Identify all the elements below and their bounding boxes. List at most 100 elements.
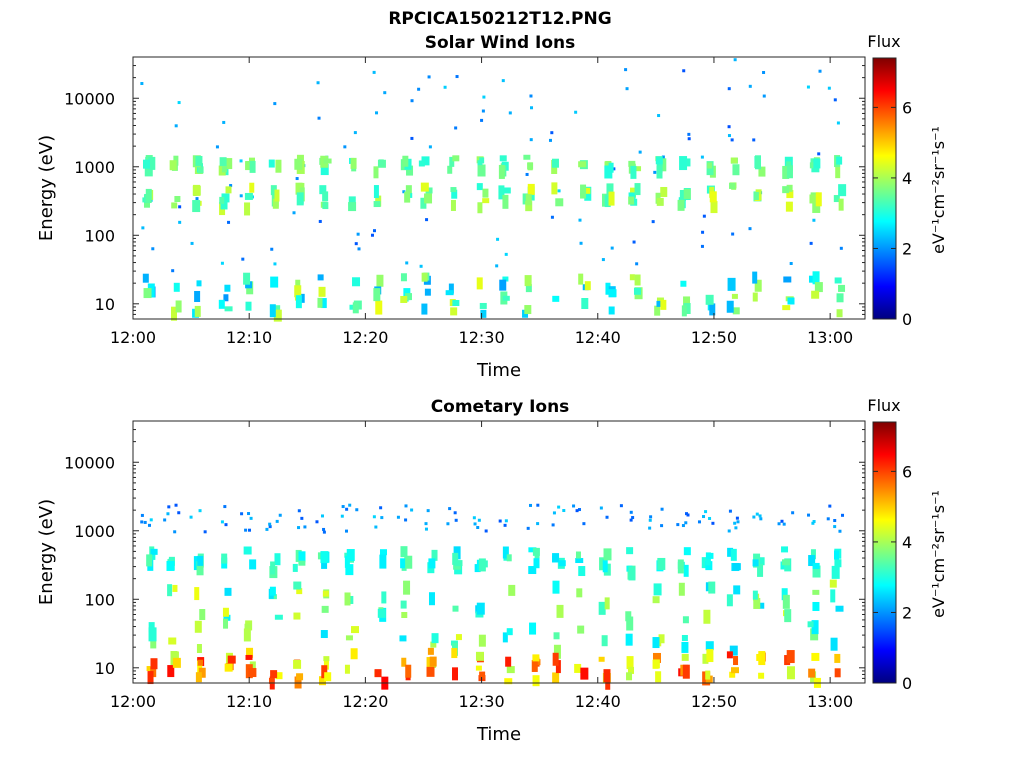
heatmap-cell: [315, 520, 319, 524]
heatmap-cell: [575, 551, 581, 559]
heatmap-cell: [727, 125, 731, 129]
y-axis-label: Energy (eV): [36, 135, 57, 241]
heatmap-cell: [584, 281, 591, 291]
heatmap-cell: [536, 522, 540, 526]
heatmap-cell: [190, 241, 194, 245]
heatmap-cell: [318, 676, 326, 686]
heatmap-cell: [704, 510, 708, 514]
heatmap-cell: [660, 186, 668, 197]
heatmap-cell: [628, 566, 636, 581]
heatmap-cell: [605, 160, 612, 167]
heatmap-cell: [426, 509, 430, 513]
heatmap-cell: [239, 159, 243, 163]
heatmap-cell: [748, 227, 752, 231]
heatmap-cell: [410, 508, 414, 512]
heatmap-cell: [633, 287, 641, 295]
heatmap-cell: [502, 546, 509, 559]
heatmap-cell: [654, 305, 661, 316]
heatmap-cell: [785, 201, 793, 212]
heatmap-cell: [224, 663, 233, 672]
heatmap-cell: [454, 560, 463, 567]
heatmap-cell: [626, 656, 634, 670]
colorbar-tick-label: 6: [902, 98, 912, 117]
heatmap-cell: [550, 215, 554, 219]
heatmap-cell: [298, 560, 306, 566]
y-axis-label: Energy (eV): [36, 499, 57, 605]
heatmap-cell: [424, 527, 428, 531]
heatmap-cell: [551, 182, 558, 195]
heatmap-cell: [303, 525, 307, 529]
heatmap-cell: [498, 164, 505, 179]
heatmap-cell: [736, 520, 740, 524]
heatmap-cell: [243, 546, 252, 555]
heatmap-cell: [224, 284, 231, 292]
heatmap-cell: [172, 657, 181, 668]
heatmap-cell: [657, 114, 661, 118]
heatmap-cell: [353, 131, 357, 135]
heatmap-cell: [835, 165, 841, 179]
heatmap-cell: [194, 620, 202, 633]
heatmap-cell: [727, 547, 734, 557]
heatmap-cell: [628, 160, 636, 167]
heatmap-cell: [196, 561, 204, 576]
heatmap-cell: [405, 664, 412, 678]
x-axis-label: Time: [476, 360, 521, 381]
heatmap-cell: [227, 220, 231, 224]
heatmap-cell: [175, 300, 182, 313]
heatmap-cell: [782, 186, 790, 194]
heatmap-cell: [244, 623, 252, 629]
heatmap-cell: [424, 288, 431, 296]
heatmap-cell: [174, 124, 178, 128]
heatmap-cell: [732, 164, 740, 176]
heatmap-cell: [683, 296, 691, 308]
heatmap-cell: [296, 588, 303, 595]
heatmap-cell: [553, 632, 560, 640]
y-axis: 10 100 1000 10000: [64, 56, 865, 320]
heatmap-cell: [781, 559, 790, 566]
heatmap-cell: [495, 264, 499, 268]
heatmap-cell: [705, 294, 714, 305]
heatmap-cell: [294, 676, 302, 689]
heatmap-cell: [727, 277, 736, 291]
heatmap-cell: [404, 191, 411, 203]
heatmap-cell: [753, 191, 759, 200]
heatmap-cell: [603, 669, 611, 683]
heatmap-cell: [789, 261, 793, 265]
heatmap-cell: [651, 220, 655, 224]
heatmap-cell: [421, 156, 430, 166]
heatmap-cell: [833, 98, 837, 102]
heatmap-cell: [194, 587, 200, 601]
panel-title: Solar Wind Ions: [425, 33, 576, 53]
x-axis-label: Time: [476, 724, 521, 745]
heatmap-cell: [841, 513, 845, 517]
heatmap-cell: [599, 506, 603, 510]
heatmap-cell: [298, 551, 306, 563]
heatmap-cell: [240, 512, 244, 516]
heatmap-cell: [783, 276, 792, 283]
heatmap-cell: [400, 600, 407, 609]
heatmap-cell: [525, 201, 533, 212]
heatmap-cell: [834, 653, 841, 663]
heatmap-cell: [273, 309, 282, 322]
y-tick-label: 10: [95, 295, 115, 314]
heatmap-cell: [601, 258, 605, 262]
heatmap-cell: [220, 199, 228, 210]
heatmap-cell: [649, 515, 653, 519]
heatmap-cell: [657, 557, 666, 570]
heatmap-cell: [758, 602, 765, 609]
heatmap-cell: [193, 184, 201, 196]
heatmap-cell: [321, 605, 329, 613]
heatmap-cell: [681, 524, 685, 528]
colorbar-tick-label: 4: [902, 533, 912, 552]
heatmap-cell: [219, 157, 227, 167]
heatmap-cell: [833, 195, 840, 203]
heatmap-cell: [786, 165, 793, 179]
heatmap-cell: [482, 198, 490, 204]
heatmap-cell: [732, 307, 740, 315]
heatmap-cell: [812, 562, 820, 569]
heatmap-cell: [683, 547, 691, 556]
heatmap-cell: [270, 185, 277, 196]
heatmap-cell: [318, 219, 322, 223]
heatmap-cell: [300, 516, 304, 520]
heatmap-cell: [197, 659, 203, 666]
